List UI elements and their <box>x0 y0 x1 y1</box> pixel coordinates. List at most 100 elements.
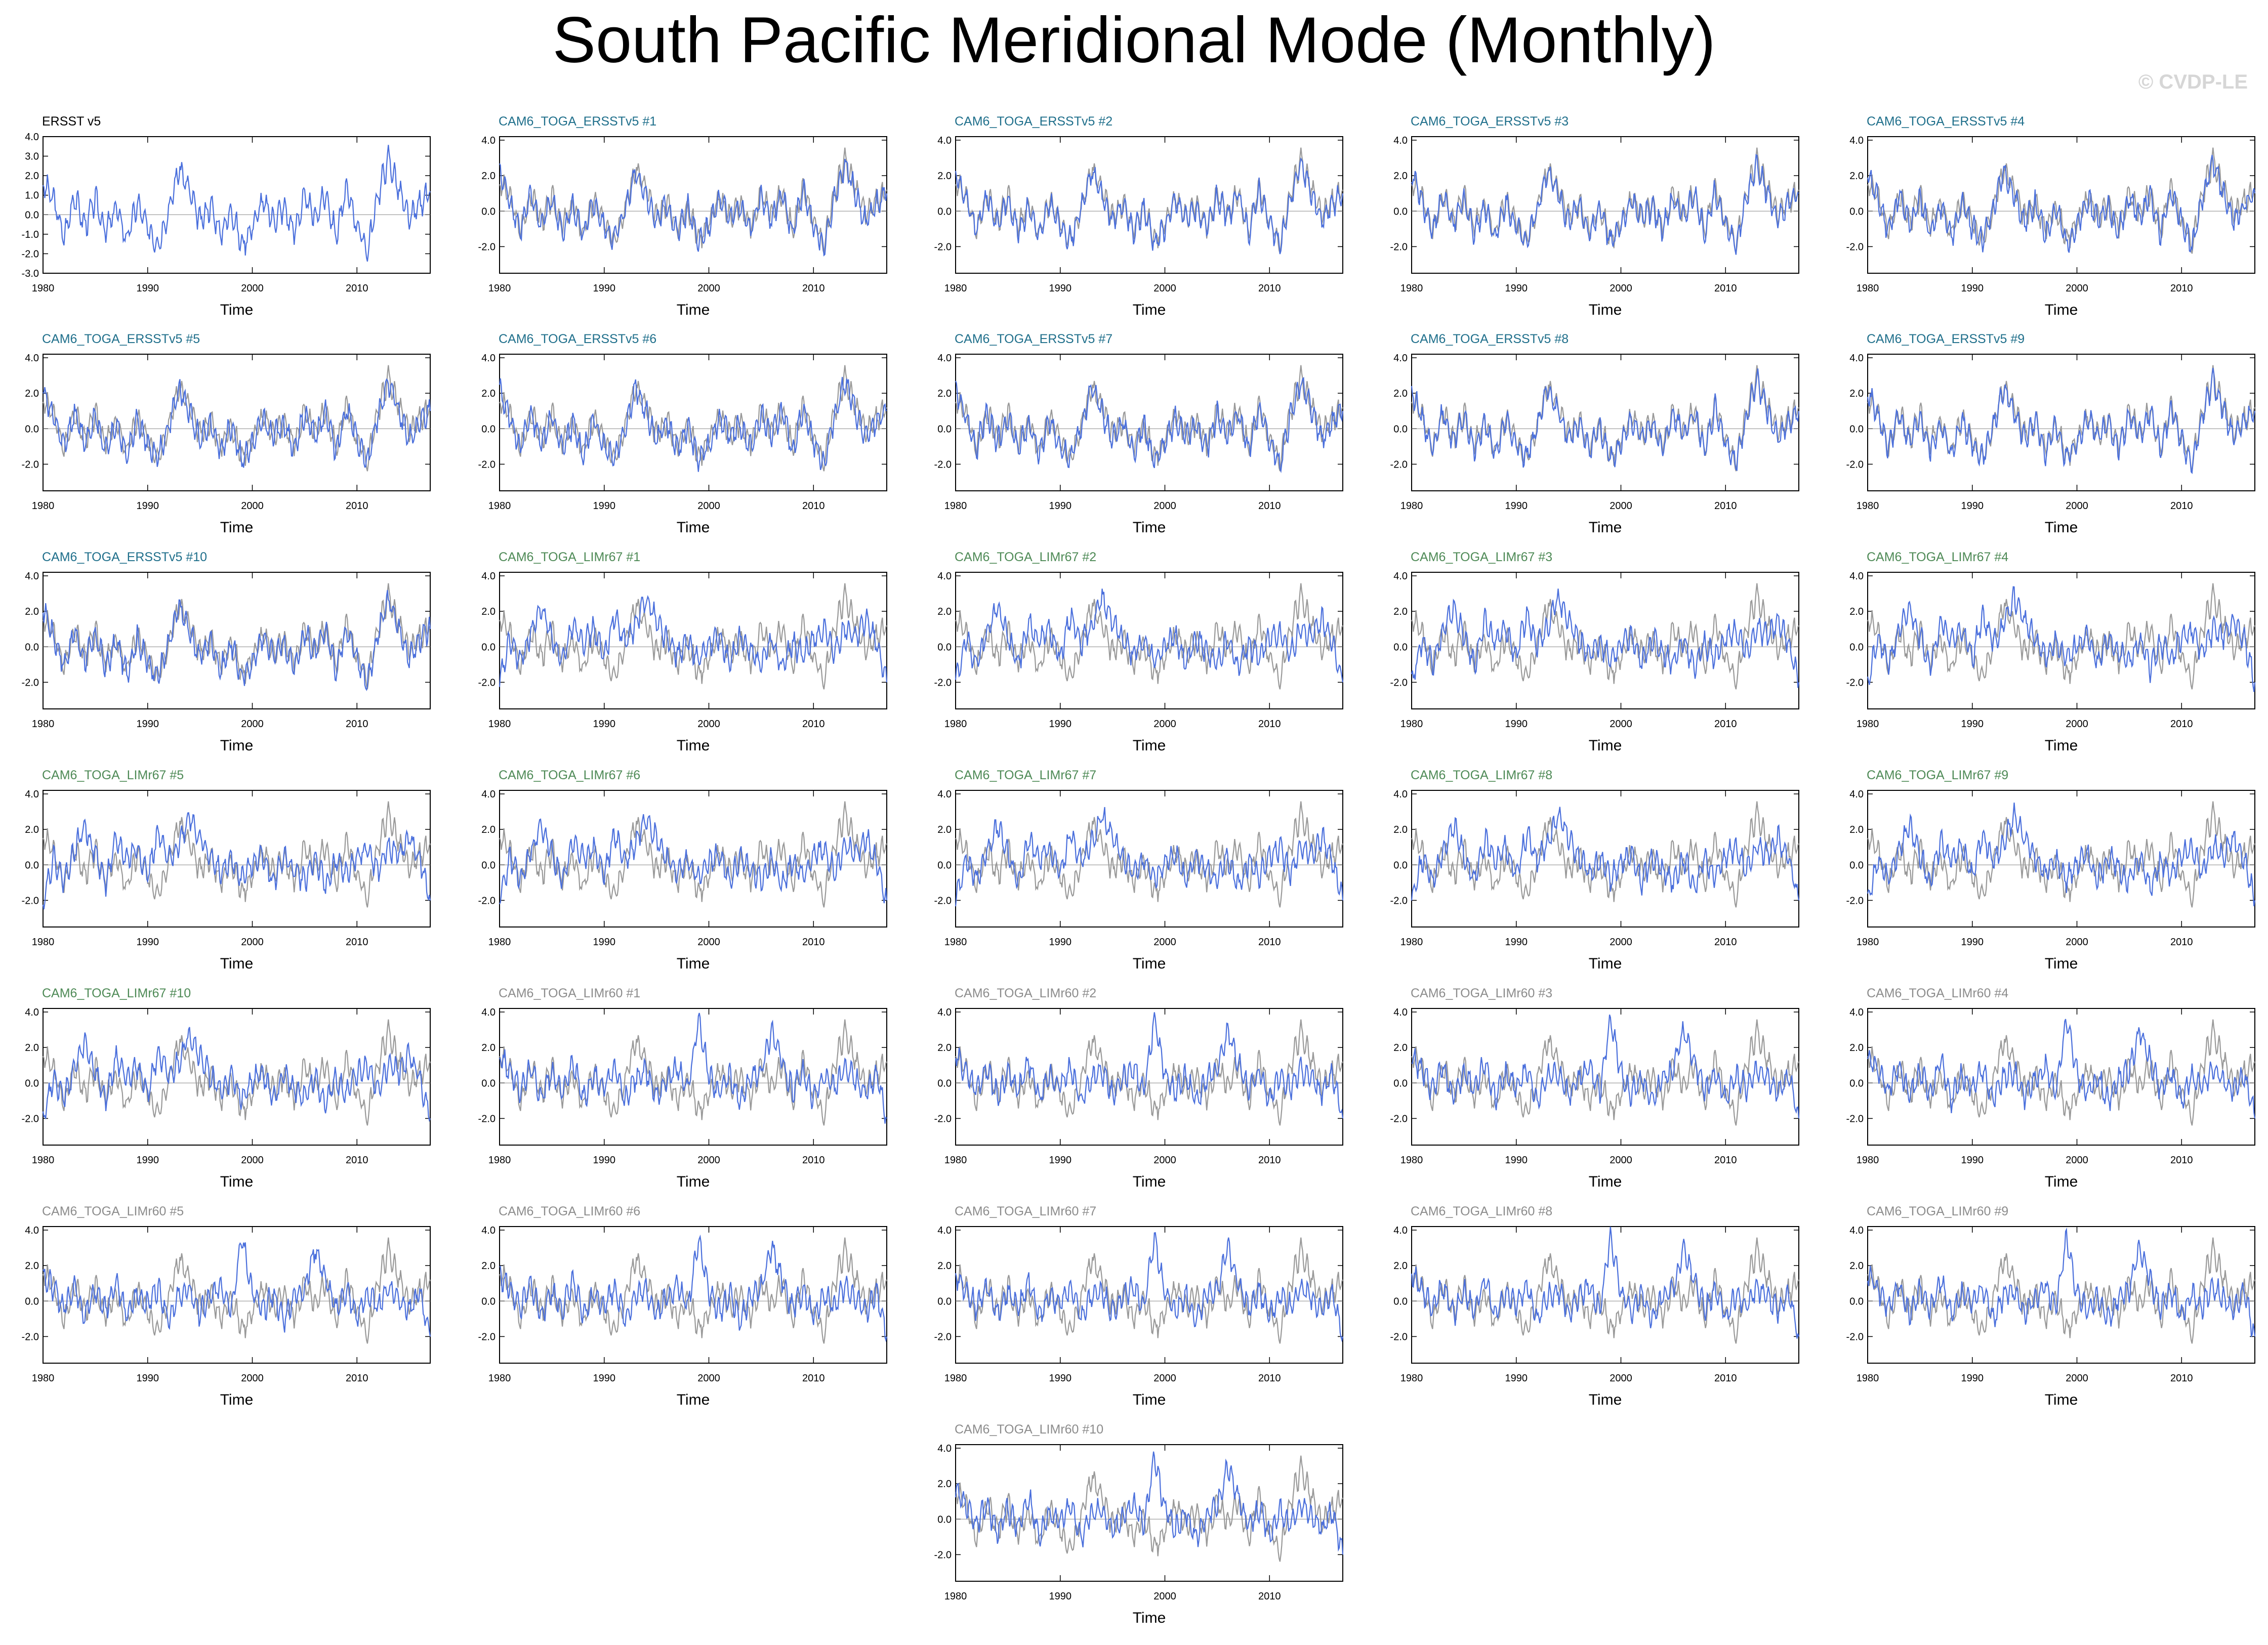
y-tick-label: 2.0 <box>25 388 39 399</box>
plot-frame <box>43 790 431 927</box>
y-tick-label: 4.0 <box>1849 1007 1864 1018</box>
y-tick-label: -2.0 <box>22 1113 39 1124</box>
y-tick-label: 4.0 <box>481 135 496 146</box>
y-tick-label: -3.0 <box>22 268 39 279</box>
x-tick-label: 2010 <box>802 719 825 730</box>
x-tick-label: 2010 <box>346 1373 368 1384</box>
y-tick-label: 3.0 <box>25 151 39 162</box>
x-axis-label: Time <box>220 737 254 754</box>
x-tick-label: 1990 <box>1049 1155 1072 1166</box>
panel-title: CAM6_TOGA_LIMr67 #3 <box>1411 550 1552 564</box>
panel: CAM6_TOGA_LIMr67 #64.0 2.0 0.0 -2.0 1980 1990… <box>478 768 888 972</box>
figure-title: South Pacific Meridional Mode (Monthly) <box>552 4 1716 76</box>
x-tick-label: 1990 <box>1505 937 1528 948</box>
y-tick-label: 4.0 <box>937 789 952 800</box>
panel: CAM6_TOGA_LIMr67 #104.0 2.0 0.0 -2.0 1980 199… <box>22 986 431 1190</box>
simulated-series-line <box>955 588 1344 683</box>
y-tick-label: -2.0 <box>934 677 952 688</box>
y-tick-label: 0.0 <box>481 860 496 871</box>
x-tick-label: 1990 <box>1961 1155 1984 1166</box>
x-tick-label: 2010 <box>346 719 368 730</box>
x-tick-label: 1980 <box>944 283 967 294</box>
x-tick-label: 1980 <box>488 500 511 512</box>
y-tick-label: -2.0 <box>934 241 952 252</box>
y-tick-label: -2.0 <box>478 677 496 688</box>
y-tick-label: 2.0 <box>1849 824 1864 835</box>
y-tick-label: 2.0 <box>937 171 952 182</box>
simulated-series-line <box>42 1027 431 1122</box>
panel: CAM6_TOGA_ERSSTv5 #74.0 2.0 0.0 -2.0 1980 199… <box>934 332 1344 536</box>
x-tick-label: 1980 <box>1400 1155 1423 1166</box>
panel: CAM6_TOGA_LIMr67 #34.0 2.0 0.0 -2.0 1980 1990… <box>1390 550 1800 754</box>
x-tick-label: 1980 <box>488 283 511 294</box>
y-tick-label: 4.0 <box>937 1225 952 1236</box>
y-tick-label: 0.0 <box>25 424 39 435</box>
panel-title: CAM6_TOGA_ERSSTv5 #10 <box>42 550 207 564</box>
x-tick-label: 1980 <box>1400 500 1423 512</box>
y-tick-label: 4.0 <box>1393 353 1408 364</box>
x-tick-label: 2000 <box>1153 1155 1176 1166</box>
simulated-series-line <box>1867 154 2256 253</box>
x-tick-label: 1980 <box>1857 937 1879 948</box>
observed-series-line <box>1867 801 2255 908</box>
observed-series-line <box>1867 1237 2255 1344</box>
panel: CAM6_TOGA_LIMr67 #84.0 2.0 0.0 -2.0 1980 1990… <box>1390 768 1800 972</box>
panel: CAM6_TOGA_LIMr60 #104.0 2.0 0.0 -2.0 1980 199… <box>934 1422 1344 1626</box>
observed-series-line <box>1867 1019 2255 1126</box>
simulated-series-line <box>955 1451 1344 1555</box>
simulated-series-line <box>43 1242 431 1337</box>
y-tick-label: 0.0 <box>1393 1078 1408 1089</box>
panel-title: CAM6_TOGA_LIMr67 #7 <box>955 768 1096 782</box>
x-axis-label: Time <box>2045 1391 2078 1408</box>
y-tick-label: 4.0 <box>1393 1225 1408 1236</box>
y-tick-label: 0.0 <box>1849 860 1864 871</box>
panel-title: CAM6_TOGA_ERSSTv5 #7 <box>955 332 1112 346</box>
observed-series-line <box>499 147 887 254</box>
y-tick-label: 0.0 <box>25 209 39 221</box>
x-axis-label: Time <box>220 519 254 536</box>
y-tick-label: -2.0 <box>478 459 496 470</box>
panel-title: CAM6_TOGA_LIMr67 #6 <box>499 768 640 782</box>
x-axis-label: Time <box>2045 737 2078 754</box>
x-axis-label: Time <box>677 955 710 972</box>
x-tick-label: 1990 <box>1049 937 1072 948</box>
x-tick-label: 1990 <box>1049 283 1072 294</box>
simulated-series-line <box>499 1013 887 1124</box>
x-tick-label: 2000 <box>1153 283 1176 294</box>
y-tick-label: -1.0 <box>22 229 39 240</box>
x-tick-label: 1990 <box>137 1155 159 1166</box>
simulated-series-line <box>1867 368 2256 474</box>
panel: CAM6_TOGA_ERSSTv5 #34.0 2.0 0.0 -2.0 1980 199… <box>1390 114 1799 318</box>
y-tick-label: 0.0 <box>1849 1078 1864 1089</box>
y-tick-label: -2.0 <box>22 459 39 470</box>
y-tick-label: -2.0 <box>478 1331 496 1342</box>
y-tick-label: 2.0 <box>481 388 496 399</box>
x-tick-label: 2000 <box>2066 719 2088 730</box>
x-axis-label: Time <box>1133 1173 1166 1190</box>
x-tick-label: 2010 <box>346 937 368 948</box>
x-axis-label: Time <box>220 955 254 972</box>
y-tick-label: 2.0 <box>25 171 39 182</box>
y-tick-label: 4.0 <box>937 1443 952 1454</box>
plot-frame <box>499 136 887 274</box>
observed-series-line <box>955 365 1343 472</box>
y-tick-label: 2.0 <box>1393 388 1408 399</box>
x-tick-label: 2000 <box>241 719 264 730</box>
x-tick-label: 2000 <box>241 937 264 948</box>
simulated-series-line <box>1411 1014 1800 1119</box>
y-tick-label: -2.0 <box>478 895 496 906</box>
x-tick-label: 1990 <box>1505 1373 1528 1384</box>
y-tick-label: 2.0 <box>1393 824 1408 835</box>
y-tick-label: 2.0 <box>937 1042 952 1053</box>
plot-frame <box>43 1226 431 1364</box>
simulated-series-line <box>955 1232 1344 1342</box>
x-tick-label: 2010 <box>1258 1373 1281 1384</box>
plot-frame <box>43 136 431 274</box>
x-tick-label: 1990 <box>593 1155 616 1166</box>
y-tick-label: 4.0 <box>937 353 952 364</box>
x-axis-label: Time <box>1133 955 1166 972</box>
simulated-series-line <box>1867 586 2256 692</box>
y-tick-label: 0.0 <box>937 1514 952 1525</box>
y-tick-label: 2.0 <box>937 824 952 835</box>
simulated-series-line <box>1867 803 2256 907</box>
